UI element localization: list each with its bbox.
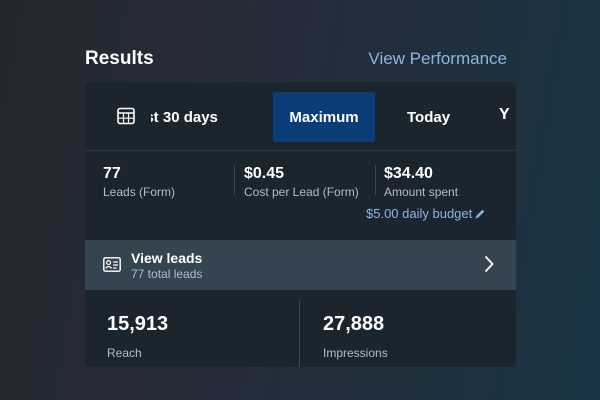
stat-label: Amount spent	[384, 185, 459, 199]
metric-value: 15,913	[107, 313, 169, 335]
view-leads-title: View leads	[131, 250, 203, 266]
chevron-right-icon	[485, 256, 494, 272]
pencil-icon	[475, 209, 485, 219]
date-option-maximum[interactable]: Maximum	[273, 92, 375, 142]
metric-value: 27,888	[323, 313, 385, 335]
contact-card-icon	[103, 257, 121, 272]
date-option-last-30-days[interactable]: ast 30 days	[151, 109, 218, 126]
view-performance-link[interactable]: View Performance	[368, 49, 507, 68]
stat-cost-per-lead: $0.45 Cost per Lead (Form)	[244, 165, 359, 199]
metrics-row: 15,913 Reach 27,888 Impressions	[85, 290, 516, 367]
metric-label: Reach	[107, 346, 142, 360]
metric-impressions: 27,888 Impressions	[323, 313, 388, 360]
daily-budget-link[interactable]: $5.00 daily budget	[366, 206, 486, 221]
divider	[299, 300, 300, 367]
stat-amount-spent: $34.40 Amount spent	[384, 165, 458, 199]
stat-value: $0.45	[244, 165, 285, 182]
stat-leads: 77 Leads (Form)	[103, 165, 175, 199]
date-option-partial[interactable]: Y	[499, 106, 510, 123]
date-option-today[interactable]: Today	[407, 109, 451, 126]
stat-label: Leads (Form)	[103, 185, 176, 199]
results-card: ast 30 days Maximum Today Y 77 Leads (Fo…	[85, 82, 516, 367]
results-header: Results View Performance	[85, 48, 507, 72]
stat-label: Cost per Lead (Form)	[244, 185, 359, 199]
view-leads-subtitle: 77 total leads	[131, 267, 203, 281]
stat-value: 77	[103, 165, 121, 182]
stat-value: $34.40	[384, 165, 433, 182]
divider	[375, 165, 376, 195]
calendar-icon[interactable]	[117, 107, 139, 127]
view-leads-row[interactable]: View leads 77 total leads	[85, 240, 516, 290]
metric-label: Impressions	[323, 346, 388, 360]
date-range-selector: ast 30 days Maximum Today Y	[85, 82, 516, 151]
daily-budget-text: $5.00 daily budget	[366, 206, 473, 221]
divider	[234, 165, 235, 195]
section-title: Results	[85, 48, 154, 69]
stats-row: 77 Leads (Form) $0.45 Cost per Lead (For…	[85, 151, 516, 239]
metric-reach: 15,913 Reach	[107, 313, 168, 360]
